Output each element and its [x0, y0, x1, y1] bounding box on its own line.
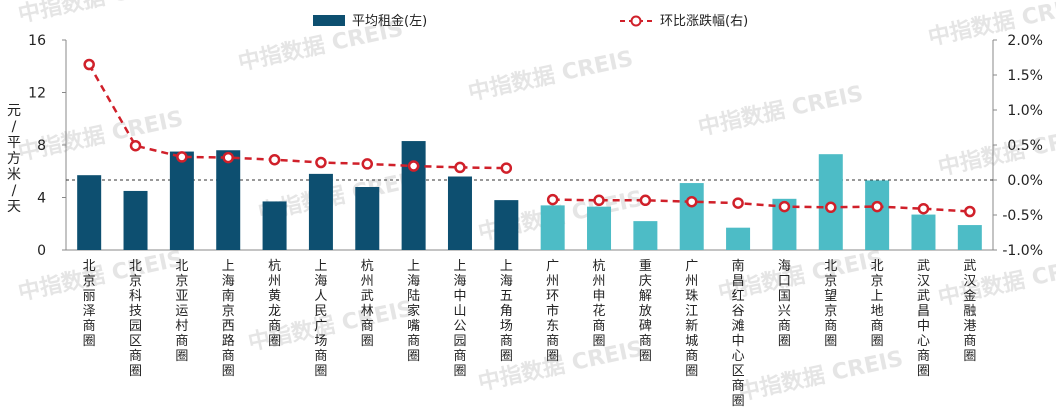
category-label: 北京丽泽商圈: [83, 259, 96, 349]
category-label: 海口国兴商圈: [778, 259, 791, 349]
bar: [169, 151, 194, 250]
line-point: [454, 161, 466, 174]
line-point: [639, 194, 652, 207]
line-point: [964, 205, 976, 218]
right-tick-label: 0.0%: [1007, 173, 1043, 189]
bar: [587, 206, 612, 250]
category-label: 武汉武昌中心商圈: [917, 259, 930, 379]
category-label: 杭州黄龙商圈: [268, 259, 281, 349]
bar: [865, 180, 890, 250]
watermark-text: 中指数据 CREIS: [16, 106, 186, 166]
category-label: 上海五角场商圈: [500, 259, 513, 364]
line-point: [407, 160, 420, 172]
legend-label-line: 环比涨跌幅(右): [660, 13, 748, 29]
category-label: 北京望京商圈: [824, 259, 837, 349]
line-point: [778, 200, 791, 213]
bar: [726, 227, 751, 250]
line-point: [917, 202, 930, 215]
bar: [911, 214, 936, 250]
left-tick-label: 16: [28, 33, 46, 49]
bar: [355, 187, 380, 250]
y-axis-left-label: 元/平方米/天: [7, 103, 21, 215]
left-tick-group: 0 4 8 12 16: [28, 33, 66, 259]
bar: [262, 201, 287, 250]
line-point: [83, 58, 95, 71]
right-tick-label: 0.5%: [1007, 138, 1043, 154]
watermark-text: 中指数据 CREIS: [936, 251, 1056, 311]
bar: [494, 200, 519, 250]
category-label: 上海中山公园商圈: [453, 259, 466, 379]
line-point: [268, 153, 281, 166]
watermark-text: 中指数据 CREIS: [736, 346, 906, 406]
line-point: [546, 193, 559, 206]
line-path: [88, 63, 507, 170]
category-label: 杭州武林商圈: [361, 259, 374, 349]
watermark-text: 中指数据 CREIS: [696, 81, 866, 141]
category-label: 北京上地商圈: [871, 259, 884, 349]
legend: 平均租金(左) 环比涨跌幅(右): [313, 13, 748, 29]
category-label: 广州珠江新城商圈: [685, 259, 698, 379]
bar: [957, 225, 982, 250]
left-tick-label: 4: [37, 191, 46, 207]
category-label: 南昌红谷滩中心区商圈: [732, 258, 745, 409]
bar: [633, 221, 658, 250]
category-label: 北京亚运村商圈: [175, 259, 188, 364]
line-series: [83, 58, 976, 218]
line-point: [361, 158, 374, 170]
legend-label-bar: 平均租金(左): [352, 13, 427, 29]
bar: [540, 205, 565, 250]
bar: [401, 141, 426, 250]
category-label: 上海南京西路商圈: [222, 259, 235, 379]
category-label: 上海陆家嘴商圈: [407, 259, 420, 364]
bar: [77, 175, 102, 250]
line-point: [176, 151, 188, 163]
bar: [308, 173, 333, 250]
watermark-text: 中指数据 CREIS: [16, 0, 186, 28]
category-label: 北京科技园区商圈: [129, 259, 142, 379]
line-point: [871, 200, 883, 213]
legend-marker-line: [630, 15, 642, 27]
right-tick-label: 1.0%: [1007, 103, 1043, 119]
right-tick-label: -1.0%: [1002, 243, 1043, 259]
left-tick-label: 0: [37, 243, 46, 259]
right-tick-label: -0.5%: [1002, 208, 1043, 224]
right-tick-label: 1.5%: [1007, 68, 1043, 84]
line-point: [500, 162, 513, 174]
category-label: 重庆解放碑商圈: [639, 258, 652, 364]
watermark-text: 中指数据 CREIS: [466, 46, 636, 106]
line-point: [315, 156, 327, 169]
bar: [216, 150, 241, 250]
line-point: [222, 151, 234, 164]
line-point: [825, 201, 837, 214]
line-point: [732, 197, 744, 209]
category-label: 杭州申花商圈: [593, 259, 606, 349]
legend-swatch-bar: [313, 15, 345, 26]
line-point: [129, 139, 142, 152]
category-label: 武汉金融港商圈: [963, 259, 976, 364]
category-label: 广州环市东商圈: [546, 259, 559, 364]
bar: [679, 183, 704, 250]
line-point: [685, 195, 698, 208]
category-label: 上海人民广场商圈: [314, 259, 327, 379]
line-point: [593, 194, 605, 207]
left-tick-label: 12: [28, 86, 46, 102]
right-tick-label: 2.0%: [1007, 33, 1043, 49]
bar: [447, 176, 472, 250]
right-tick-group: -1.0% -0.5% 0.0% 0.5% 1.0% 1.5% 2.0%: [993, 33, 1043, 259]
left-tick-label: 8: [37, 138, 46, 154]
bar: [123, 190, 148, 250]
line-path: [552, 198, 970, 213]
category-labels: 北京丽泽商圈 北京科技园区商圈 北京亚运村商圈 上海南京西路商圈 杭州黄龙商圈 上海人民广…: [83, 258, 977, 409]
